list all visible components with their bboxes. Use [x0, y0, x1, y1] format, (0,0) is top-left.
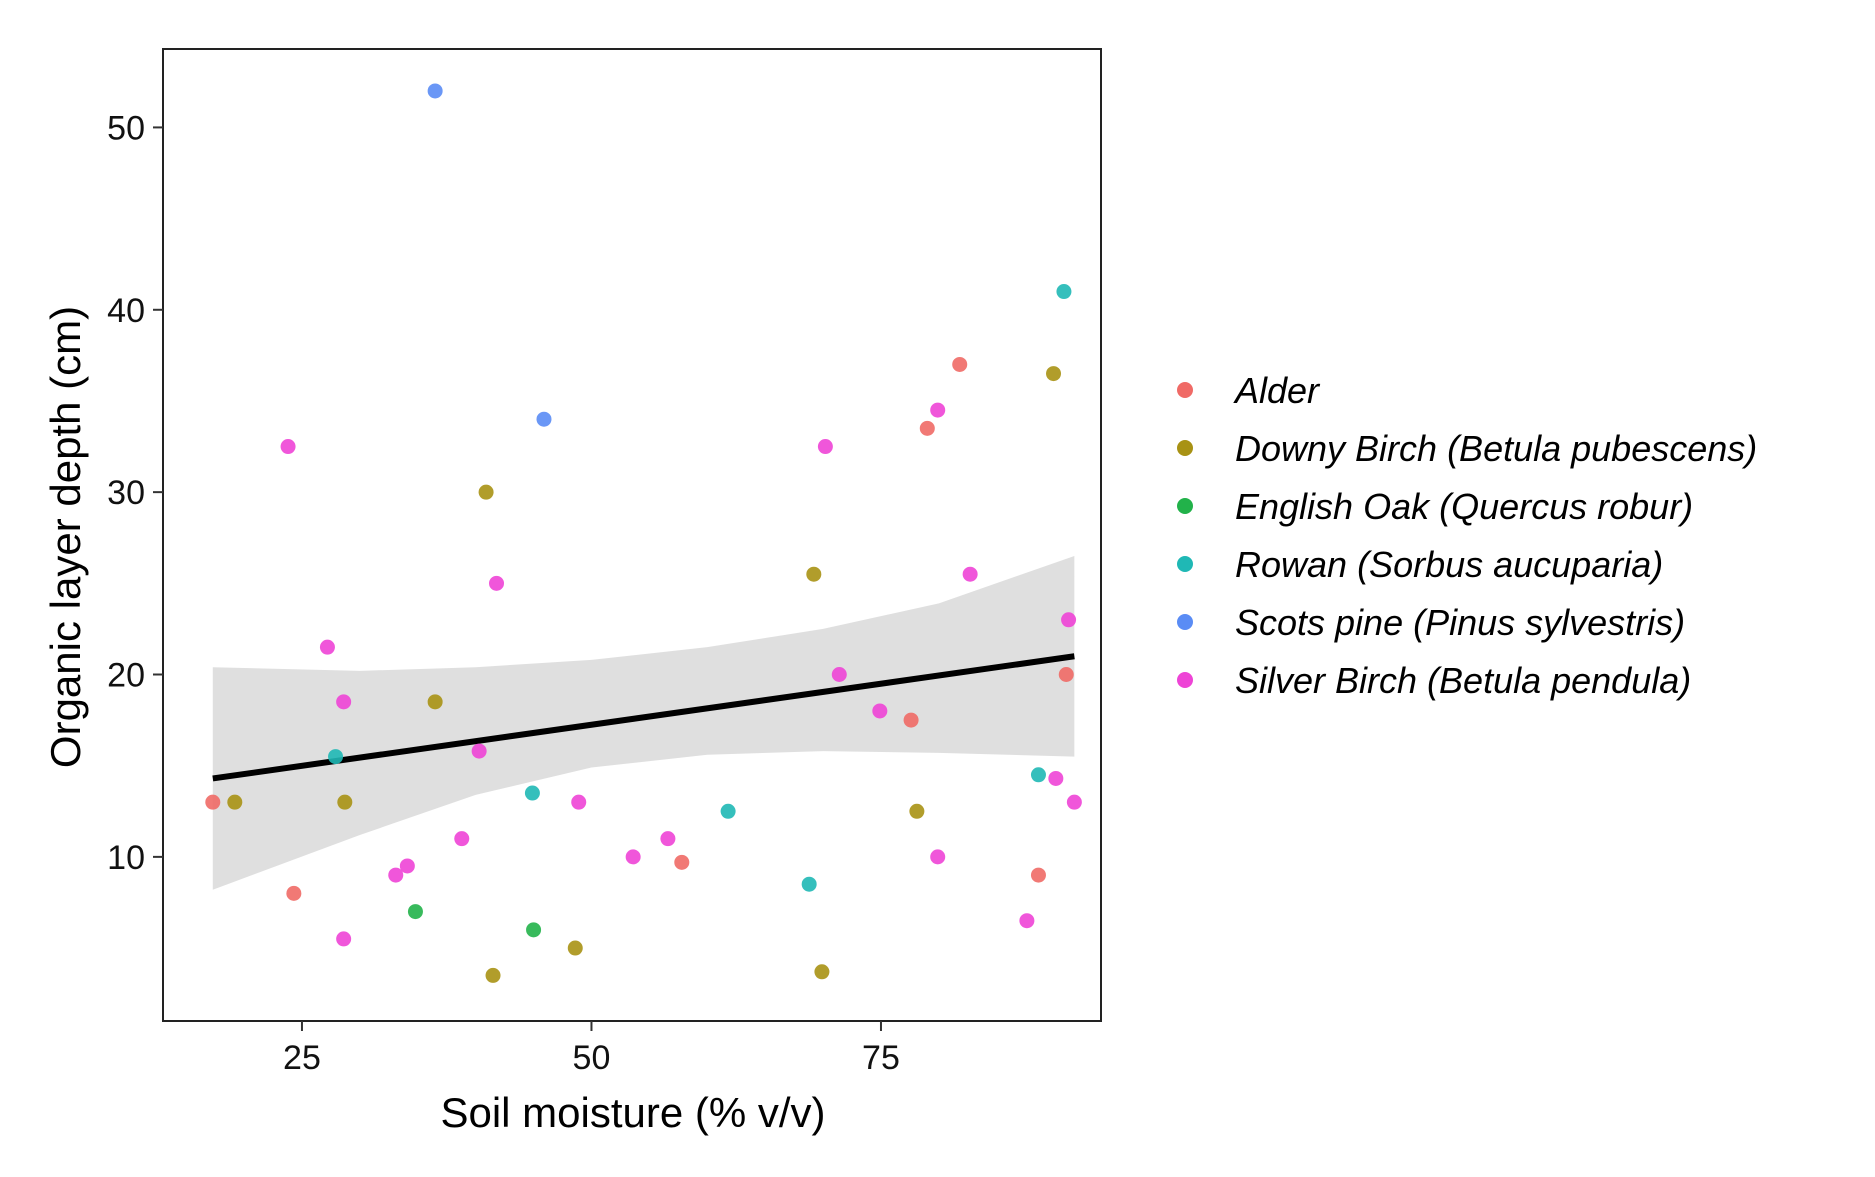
- data-point: [1061, 612, 1077, 628]
- data-point: [471, 743, 487, 759]
- data-point: [489, 575, 505, 591]
- x-axis-title: Soil moisture (% v/v): [440, 1089, 825, 1136]
- y-tick-label: 30: [107, 474, 145, 512]
- data-point: [536, 411, 552, 427]
- data-point: [454, 831, 470, 847]
- legend-label: Scots pine (Pinus sylvestris): [1235, 602, 1685, 643]
- data-point: [427, 694, 443, 710]
- x-tick-label: 75: [862, 1039, 900, 1077]
- legend-item: Downy Birch (Betula pubescens): [1177, 428, 1757, 469]
- x-tick-label: 25: [283, 1039, 321, 1077]
- data-point: [625, 849, 641, 865]
- data-point: [328, 749, 344, 765]
- legend-key: [1177, 556, 1193, 572]
- x-axis: 25 50 75: [283, 1021, 900, 1077]
- legend-label: Downy Birch (Betula pubescens): [1235, 428, 1757, 469]
- legend-item: Alder: [1177, 370, 1321, 411]
- data-point: [952, 356, 968, 372]
- data-point: [817, 439, 833, 455]
- data-point: [1019, 913, 1035, 929]
- plot-panel-border: [162, 48, 1102, 1022]
- data-point: [660, 831, 676, 847]
- data-point: [1056, 284, 1072, 300]
- legend-label: Silver Birch (Betula pendula): [1235, 660, 1691, 701]
- y-tick-label: 20: [107, 657, 145, 695]
- data-point: [571, 794, 587, 810]
- data-point: [567, 940, 583, 956]
- legend-key: [1177, 614, 1193, 630]
- y-tick-label: 40: [107, 292, 145, 330]
- data-point: [930, 849, 946, 865]
- legend-key: [1177, 672, 1193, 688]
- legend-label: Rowan (Sorbus aucuparia): [1235, 544, 1663, 585]
- points-layer: [205, 83, 1082, 983]
- x-tick-label: 50: [573, 1039, 611, 1077]
- data-point: [909, 803, 925, 819]
- data-point: [919, 420, 935, 436]
- data-point: [806, 566, 822, 582]
- legend-label: Alder: [1233, 370, 1321, 411]
- confidence-band: [212, 555, 1075, 890]
- data-point: [1066, 794, 1082, 810]
- y-tick-label: 50: [107, 109, 145, 147]
- data-point: [903, 712, 919, 728]
- data-point: [801, 876, 817, 892]
- data-point: [337, 794, 353, 810]
- data-point: [485, 967, 501, 983]
- data-point: [872, 703, 888, 719]
- legend-item: Scots pine (Pinus sylvestris): [1177, 602, 1685, 643]
- data-point: [227, 794, 243, 810]
- data-point: [1046, 366, 1062, 382]
- data-point: [336, 694, 352, 710]
- data-point: [407, 904, 423, 920]
- legend-key: [1177, 382, 1193, 398]
- data-point: [478, 484, 494, 500]
- data-point: [831, 667, 847, 683]
- data-point: [524, 785, 540, 801]
- data-point: [526, 922, 542, 938]
- regression-line-layer: [212, 653, 1075, 782]
- data-point: [388, 867, 404, 883]
- data-point: [720, 803, 736, 819]
- data-point: [286, 885, 302, 901]
- legend-key: [1177, 498, 1193, 514]
- data-point: [280, 439, 296, 455]
- data-point: [1030, 767, 1046, 783]
- legend: Alder Downy Birch (Betula pubescens) Engli…: [1177, 370, 1757, 701]
- data-point: [336, 931, 352, 947]
- data-point: [1058, 667, 1074, 683]
- data-point: [1048, 770, 1064, 786]
- data-point: [399, 858, 415, 874]
- legend-key: [1177, 440, 1193, 456]
- data-point: [427, 83, 443, 99]
- legend-item: Silver Birch (Betula pendula): [1177, 660, 1691, 701]
- data-point: [319, 639, 335, 655]
- data-point: [962, 566, 978, 582]
- data-point: [1030, 867, 1046, 883]
- legend-label: English Oak (Quercus robur): [1235, 486, 1693, 527]
- data-point: [674, 854, 690, 870]
- data-point: [930, 402, 946, 418]
- y-axis: 10 20 30 40 50: [107, 109, 163, 877]
- confidence-band-layer: [212, 555, 1075, 890]
- y-tick-label: 10: [107, 839, 145, 877]
- legend-item: English Oak (Quercus robur): [1177, 486, 1693, 527]
- y-axis-title: Organic layer depth (cm): [42, 306, 89, 768]
- data-point: [814, 964, 830, 980]
- data-point: [205, 794, 221, 810]
- legend-item: Rowan (Sorbus aucuparia): [1177, 544, 1663, 585]
- regression-line: [212, 653, 1075, 782]
